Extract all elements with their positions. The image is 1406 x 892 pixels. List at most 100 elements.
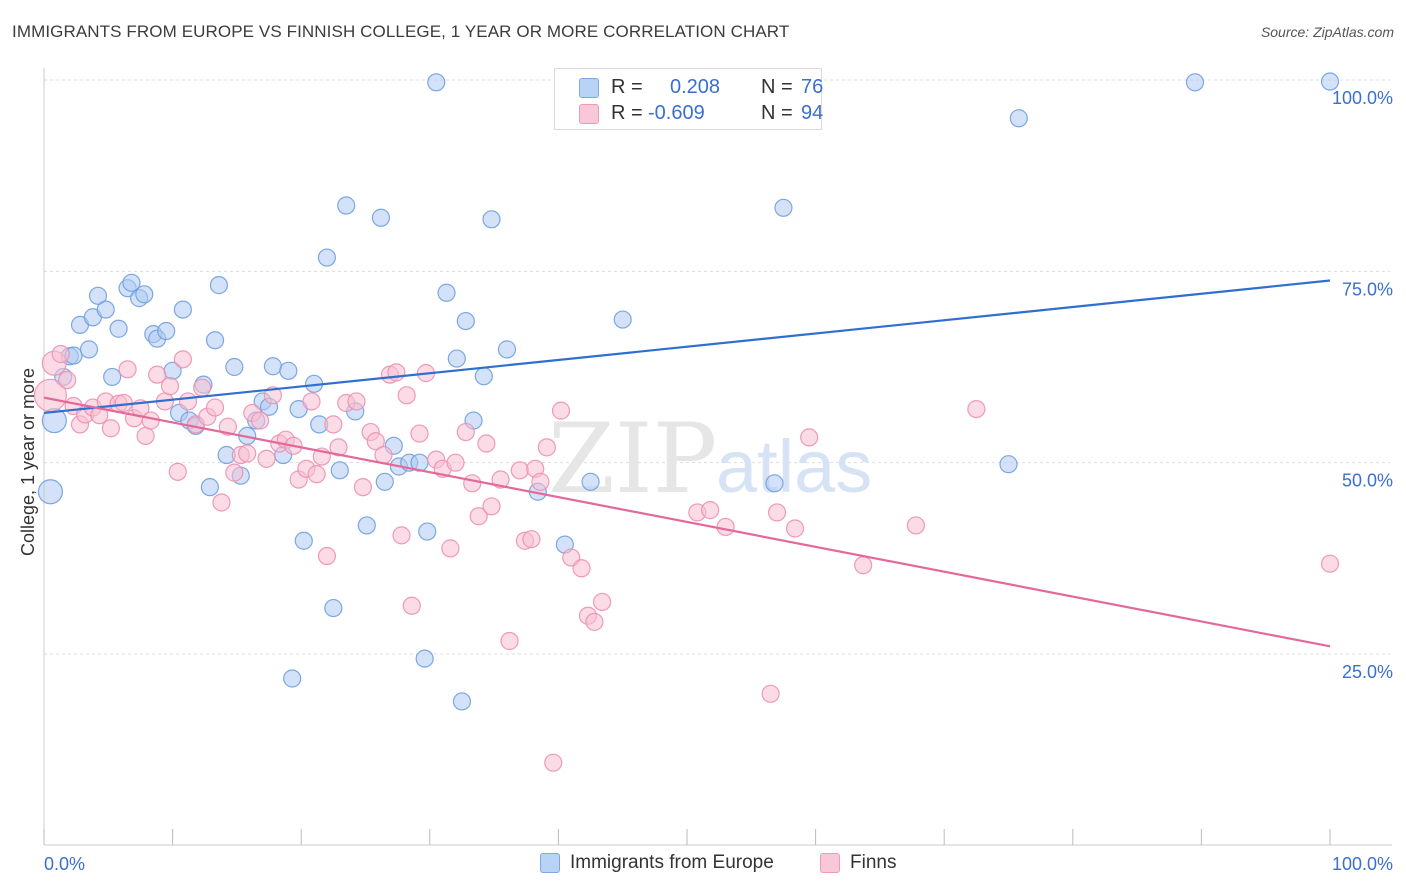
legend-n-label: N = — [761, 76, 793, 98]
point-finns — [544, 753, 563, 772]
point-europe — [371, 208, 391, 227]
point-finns — [441, 539, 460, 558]
point-europe — [263, 357, 283, 376]
point-finns — [141, 411, 160, 430]
point-europe — [474, 367, 493, 386]
legend-swatch-europe — [540, 853, 560, 873]
point-finns — [716, 517, 735, 537]
point-finns — [854, 556, 873, 575]
trend-line-europe — [43, 279, 1331, 415]
point-finns — [701, 501, 720, 520]
legend-r-value: 0.208 — [670, 76, 721, 98]
point-finns — [410, 424, 429, 443]
point-europe — [337, 196, 356, 215]
point-finns — [178, 392, 198, 411]
y-tick-label: 75.0% — [1342, 279, 1393, 299]
legend-swatch-finns — [820, 853, 840, 873]
series-legend: Immigrants from Europe Finns — [0, 850, 1406, 880]
point-finns — [205, 398, 225, 417]
point-finns — [250, 411, 270, 430]
point-finns — [307, 465, 326, 484]
point-europe — [452, 692, 472, 711]
point-finns — [402, 596, 421, 615]
point-finns — [212, 493, 231, 512]
point-europe — [418, 522, 437, 541]
point-europe — [225, 357, 244, 377]
point-finns — [767, 503, 787, 522]
point-europe — [324, 598, 343, 618]
legend-r-label: R = — [611, 102, 643, 124]
y-tick-label: 100.0% — [1332, 88, 1393, 108]
point-europe — [1185, 73, 1205, 92]
point-finns — [136, 426, 155, 445]
point-finns — [392, 526, 411, 545]
point-europe — [774, 198, 793, 217]
point-europe — [96, 300, 115, 319]
legend-swatch-europe — [579, 78, 599, 98]
point-finns — [531, 472, 550, 491]
point-europe — [173, 300, 192, 319]
point-finns — [572, 559, 591, 578]
point-finns — [114, 393, 133, 413]
point-finns — [522, 530, 541, 549]
point-finns — [477, 434, 496, 453]
point-europe — [497, 340, 517, 359]
y-tick-label: 50.0% — [1342, 471, 1393, 491]
point-finns — [58, 370, 77, 390]
point-finns — [397, 386, 416, 405]
point-europe — [109, 319, 128, 338]
point-europe — [330, 461, 349, 480]
point-finns — [482, 497, 501, 516]
point-europe — [482, 210, 501, 229]
point-finns — [761, 684, 780, 703]
point-europe — [294, 531, 313, 550]
correlation-legend: R = 0.208 N = 76 R = -0.609 N = 94 — [554, 68, 823, 130]
point-europe — [317, 248, 337, 267]
point-europe — [135, 285, 154, 304]
point-europe — [103, 367, 122, 387]
point-finns — [51, 344, 70, 364]
point-finns — [173, 350, 192, 369]
point-finns — [347, 392, 366, 411]
y-axis-label: College, 1 year or more — [18, 368, 38, 556]
legend-n-label: N = — [761, 102, 793, 124]
point-europe — [205, 331, 225, 350]
point-europe — [437, 283, 456, 302]
point-europe — [79, 340, 99, 359]
point-finns — [329, 438, 348, 457]
legend-label-finns: Finns — [850, 852, 897, 873]
point-europe — [157, 321, 176, 341]
point-finns — [551, 401, 571, 420]
point-finns — [500, 631, 519, 651]
point-europe — [456, 311, 475, 331]
point-finns — [101, 419, 120, 438]
point-europe — [415, 649, 434, 668]
point-europe — [122, 273, 141, 292]
point-europe — [999, 455, 1018, 474]
axis-labels: 25.0% 50.0% 75.0% 100.0% 0.0% 100.0% College, … — [18, 88, 1393, 874]
point-finns — [800, 428, 819, 447]
chart-title: IMMIGRANTS FROM EUROPE VS FINNISH COLLEG… — [12, 22, 790, 41]
legend-r-value: -0.609 — [648, 102, 705, 124]
point-finns — [906, 516, 926, 535]
point-finns — [263, 386, 283, 405]
point-finns — [463, 474, 482, 493]
watermark-atlas: atlas — [716, 425, 872, 508]
point-europe — [357, 516, 376, 535]
point-finns — [317, 546, 337, 566]
point-europe — [581, 472, 600, 491]
points — [33, 72, 1340, 772]
watermark: ZIP atlas — [548, 403, 872, 515]
point-europe — [765, 474, 784, 493]
grid-lines — [44, 79, 1390, 655]
legend-label-europe: Immigrants from Europe — [570, 852, 774, 873]
axes — [43, 68, 1392, 846]
legend-swatch-finns — [579, 104, 599, 124]
point-finns — [785, 519, 805, 538]
point-finns — [168, 462, 187, 481]
point-europe — [200, 478, 219, 497]
point-finns — [593, 592, 612, 612]
point-finns — [238, 444, 257, 463]
point-finns — [967, 399, 986, 419]
